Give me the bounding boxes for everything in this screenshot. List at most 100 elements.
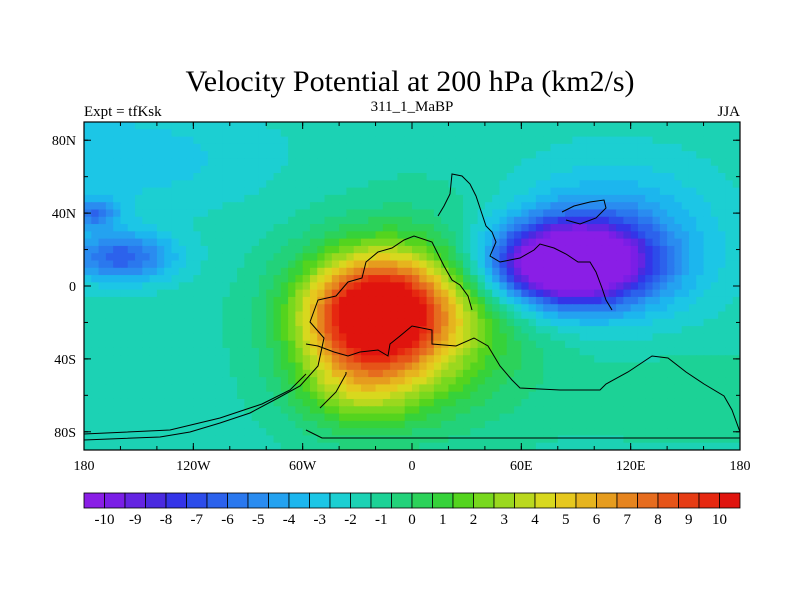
field-cell bbox=[616, 340, 624, 349]
field-cell bbox=[222, 406, 231, 415]
field-cell bbox=[331, 398, 340, 407]
field-cell bbox=[470, 245, 479, 254]
field-cell bbox=[572, 369, 581, 378]
field-cell bbox=[258, 391, 267, 400]
field-cell bbox=[477, 165, 486, 174]
field-cell bbox=[288, 151, 296, 160]
field-cell bbox=[703, 209, 712, 218]
field-cell bbox=[390, 194, 399, 203]
field-cell bbox=[703, 158, 712, 167]
colorbar-swatch bbox=[83, 492, 105, 509]
field-cell bbox=[703, 173, 712, 181]
field-cell bbox=[608, 326, 617, 334]
field-cell bbox=[463, 267, 471, 276]
field-cell bbox=[309, 260, 318, 269]
field-cell bbox=[725, 129, 734, 138]
field-cell bbox=[608, 442, 617, 450]
field-cell bbox=[360, 231, 369, 240]
field-cell bbox=[368, 435, 377, 444]
field-cell bbox=[113, 194, 122, 203]
field-cell bbox=[601, 180, 610, 189]
field-cell bbox=[659, 282, 668, 291]
field-cell bbox=[426, 333, 435, 342]
field-cell bbox=[550, 173, 559, 181]
field-cell bbox=[484, 202, 493, 211]
field-cell bbox=[317, 129, 326, 138]
field-cell bbox=[171, 289, 180, 298]
field-cell bbox=[652, 413, 661, 422]
field-cell bbox=[258, 347, 267, 356]
field-cell bbox=[667, 420, 675, 429]
field-cell bbox=[718, 216, 727, 225]
field-cell bbox=[681, 275, 690, 283]
field-cell bbox=[105, 442, 114, 450]
field-cell bbox=[156, 289, 165, 298]
field-cell bbox=[412, 151, 420, 160]
field-cell bbox=[426, 304, 435, 313]
field-cell bbox=[681, 326, 690, 334]
field-cell bbox=[186, 143, 194, 152]
field-cell bbox=[324, 245, 333, 254]
field-cell bbox=[637, 435, 646, 444]
field-cell bbox=[732, 165, 740, 174]
field-cell bbox=[331, 413, 340, 422]
field-cell bbox=[674, 296, 683, 305]
field-cell bbox=[616, 326, 624, 334]
field-cell bbox=[353, 340, 362, 349]
field-cell bbox=[302, 209, 311, 218]
field-cell bbox=[91, 282, 100, 291]
field-cell bbox=[412, 333, 420, 342]
field-cell bbox=[288, 129, 296, 138]
field-cell bbox=[718, 326, 727, 334]
field-cell bbox=[258, 187, 267, 196]
field-cell bbox=[237, 311, 245, 320]
field-cell bbox=[273, 347, 282, 356]
field-cell bbox=[579, 384, 588, 393]
field-cell bbox=[441, 442, 450, 450]
field-cell bbox=[514, 311, 522, 320]
field-cell bbox=[375, 398, 384, 407]
field-cell bbox=[637, 377, 646, 385]
field-cell bbox=[339, 151, 347, 160]
field-cell bbox=[244, 187, 253, 196]
field-cell bbox=[105, 194, 114, 203]
field-cell bbox=[608, 296, 617, 305]
field-cell bbox=[594, 224, 603, 232]
field-cell bbox=[630, 253, 639, 262]
field-cell bbox=[601, 377, 610, 385]
field-cell bbox=[441, 209, 450, 218]
field-cell bbox=[448, 282, 457, 291]
field-cell bbox=[171, 318, 180, 327]
field-cell bbox=[732, 151, 740, 160]
field-cell bbox=[667, 435, 675, 444]
field-cell bbox=[324, 260, 333, 269]
field-cell bbox=[499, 347, 508, 356]
field-cell bbox=[492, 202, 501, 211]
field-cell bbox=[404, 311, 413, 320]
field-cell bbox=[579, 362, 588, 371]
field-cell bbox=[608, 347, 617, 356]
field-cell bbox=[710, 202, 719, 211]
field-cell bbox=[499, 435, 508, 444]
field-cell bbox=[302, 245, 311, 254]
field-cell bbox=[353, 194, 362, 203]
field-cell bbox=[397, 340, 406, 349]
field-cell bbox=[725, 231, 734, 240]
field-cell bbox=[288, 122, 296, 130]
field-cell bbox=[171, 209, 180, 218]
field-cell bbox=[309, 318, 318, 327]
field-cell bbox=[127, 275, 136, 283]
field-cell bbox=[448, 355, 457, 364]
field-cell bbox=[579, 180, 588, 189]
field-cell bbox=[426, 194, 435, 203]
field-cell bbox=[178, 143, 187, 152]
field-cell bbox=[390, 202, 399, 211]
field-cell bbox=[229, 231, 238, 240]
field-cell bbox=[659, 253, 668, 262]
field-cell bbox=[258, 122, 267, 130]
field-cell bbox=[156, 151, 165, 160]
field-cell bbox=[324, 143, 333, 152]
field-cell bbox=[295, 391, 304, 400]
colorbar-label: 3 bbox=[501, 512, 509, 528]
field-cell bbox=[390, 275, 399, 283]
